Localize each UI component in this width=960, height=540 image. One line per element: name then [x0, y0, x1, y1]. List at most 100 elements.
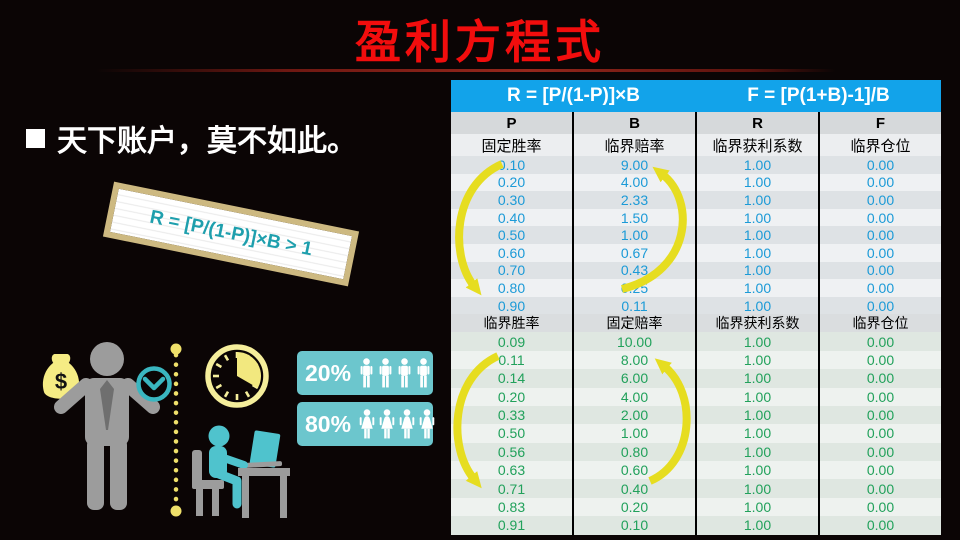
table-cell: 0.50: [451, 226, 574, 244]
table-header-cell: 临界胜率: [451, 314, 574, 333]
table-row: 0.50 1.00 1.00 0.00: [451, 424, 941, 443]
table-cell: 0.00: [866, 297, 895, 314]
table-cell: 0.25: [574, 279, 697, 297]
female-figures-icon: [358, 408, 436, 440]
table-row: 0.40 1.50 1.00 0.00: [451, 208, 941, 227]
losers-percent: 80%: [305, 410, 352, 437]
table-header-cell: F: [875, 114, 886, 132]
table-cell: 0.00: [866, 191, 895, 208]
table-cell: 0.00: [866, 156, 895, 173]
table-cell: 1.00: [697, 442, 820, 462]
stat-box-winners: 20%: [297, 351, 433, 395]
table-cell: 0.11: [451, 350, 574, 370]
table-cell: 0.00: [866, 174, 895, 191]
table-cell: 1.00: [697, 173, 820, 192]
table-cell: 0.00: [866, 388, 895, 405]
table-cell: 0.00: [866, 244, 895, 261]
table-row: 0.30 2.33 1.00 0.00: [451, 191, 941, 209]
money-bag-icon: $: [42, 354, 80, 399]
table-cell: 0.11: [574, 296, 697, 315]
table-cell: 1.00: [697, 350, 820, 370]
table-row: 0.50 1.00 1.00 0.00: [451, 226, 941, 244]
table-row: 0.91 0.10 1.00 0.00: [451, 516, 941, 535]
svg-text:$: $: [55, 369, 67, 394]
table-header-cell: 临界赔率: [574, 134, 697, 156]
formula-header-f: F = [P(1+B)-1]/B: [747, 85, 890, 106]
bullet-text: 天下账户，莫不如此。: [57, 125, 357, 158]
table-cell: 0.00: [866, 370, 895, 387]
table-cell: 0.00: [866, 480, 895, 497]
table-cell: 0.43: [574, 261, 697, 280]
table-cell: 0.33: [451, 405, 574, 425]
table-row: 0.10 9.00 1.00 0.00: [451, 156, 941, 174]
dotted-divider: [170, 343, 182, 517]
table-cell: 0.00: [866, 425, 895, 442]
table-row: 0.83 0.20 1.00 0.00: [451, 497, 941, 517]
businessman-icon: [54, 342, 160, 510]
table-header-cell: 临界获利系数: [697, 134, 820, 156]
table-row: 0.33 2.00 1.00 0.00: [451, 405, 941, 425]
table-row: 0.90 0.11 1.00 0.00: [451, 296, 941, 315]
table-section1-header-row: 固定胜率 临界赔率 临界获利系数 临界仓位: [451, 134, 941, 156]
table-cell: 10.00: [574, 332, 697, 351]
table-cell: 1.00: [697, 405, 820, 425]
table-cell: 0.10: [574, 516, 697, 535]
table-row: 0.60 0.67 1.00 0.00: [451, 243, 941, 262]
table-cell: 0.20: [574, 497, 697, 517]
table-cell: 0.60: [574, 461, 697, 480]
person-at-desk-icon: [192, 425, 290, 518]
table-cell: 0.83: [451, 497, 574, 517]
table-cell: 1.00: [697, 243, 820, 262]
table-header-cell: P: [451, 112, 574, 134]
table-cell: 2.33: [574, 191, 697, 209]
table-row: 0.71 0.40 1.00 0.00: [451, 479, 941, 498]
timer-clock-icon: [205, 344, 269, 408]
table-cell: 0.10: [451, 156, 574, 174]
table-row: 0.09 10.00 1.00 0.00: [451, 332, 941, 351]
table-cell: 2.00: [574, 405, 697, 425]
table-cell: 0.90: [451, 296, 574, 315]
table-cell: 6.00: [574, 369, 697, 388]
table-cell: 0.09: [451, 332, 574, 351]
table-cell: 1.00: [697, 156, 820, 174]
table-cell: 0.91: [451, 516, 574, 535]
table-row: 0.56 0.80 1.00 0.00: [451, 442, 941, 462]
table-cell: 8.00: [574, 350, 697, 370]
table-row: 0.11 8.00 1.00 0.00: [451, 350, 941, 370]
table-cell: 1.00: [697, 461, 820, 480]
table-cell: 0.00: [866, 443, 895, 460]
table-cell: 4.00: [574, 387, 697, 406]
table-cell: 0.00: [866, 209, 895, 226]
table-header-cell: 固定赔率: [574, 314, 697, 333]
table-header-cell: R: [697, 112, 820, 134]
winners-percent: 20%: [305, 359, 352, 386]
formula-note-card: R = [P/(1-P)]×B > 1: [102, 181, 360, 287]
table-cell: 0.50: [451, 424, 574, 443]
table-cell: 1.00: [697, 387, 820, 406]
table-cell: 0.00: [866, 262, 895, 279]
table-cell: 0.60: [451, 243, 574, 262]
formula-note-text: R = [P/(1-P)]×B > 1: [148, 206, 315, 261]
table-cell: 0.30: [451, 191, 574, 209]
page-title: 盈利方程式: [355, 16, 605, 68]
table-cell: 0.63: [451, 461, 574, 480]
table-section1-rows: 0.10 9.00 1.00 0.00 0.20 4.00 1.00 0.00 0.30 2.33…: [451, 156, 941, 315]
table-cell: 0.67: [574, 243, 697, 262]
table-cell: 1.00: [697, 369, 820, 388]
table-cell: 9.00: [574, 156, 697, 174]
table-header-cell: 固定胜率: [451, 134, 574, 156]
table-row: 0.20 4.00 1.00 0.00: [451, 173, 941, 192]
bullet-line: 天下账户，莫不如此。: [26, 116, 357, 160]
table-cell: 1.00: [697, 191, 820, 209]
table-cell: 0.00: [866, 517, 895, 534]
table-cell: 1.00: [697, 226, 820, 244]
table-header-cell: 临界仓位: [850, 137, 911, 155]
table-cell: 0.40: [451, 208, 574, 227]
table-cell: 0.00: [866, 333, 895, 350]
table-cell: 0.56: [451, 442, 574, 462]
chevron-clock-icon: [136, 366, 172, 402]
table-cell: 1.50: [574, 208, 697, 227]
